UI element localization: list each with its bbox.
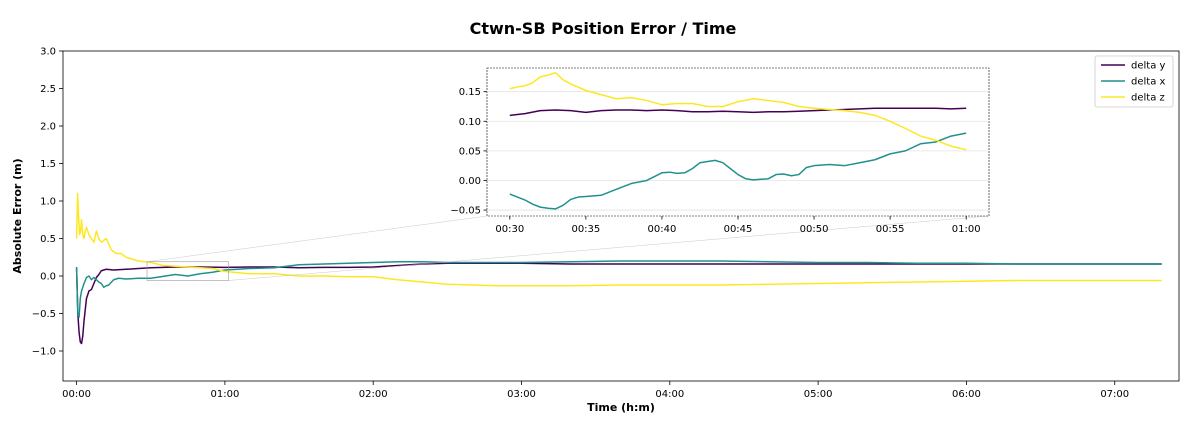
x-tick-label: 04:00 bbox=[655, 389, 684, 400]
inset-y-tick-label: 0.15 bbox=[459, 87, 481, 98]
inset-plot-area bbox=[486, 67, 990, 217]
x-tick-label: 00:00 bbox=[62, 389, 91, 400]
y-tick-label: 1.0 bbox=[40, 197, 56, 208]
zoom-connector bbox=[147, 215, 488, 262]
legend-label: delta y bbox=[1131, 61, 1166, 72]
zoom-region-box bbox=[146, 261, 229, 281]
series-line-delta-x bbox=[75, 260, 1162, 318]
x-tick-label: 06:00 bbox=[952, 389, 981, 400]
y-tick-label: 1.5 bbox=[40, 159, 56, 170]
inset: −0.05 0.00 0.05 0.10 0.15 00:30 00:35 00:40 00:4… bbox=[450, 67, 990, 235]
y-axis-label: Absolute Error (m) bbox=[11, 158, 24, 273]
inset-x-tick-label: 00:45 bbox=[724, 224, 753, 235]
y-tick-label: 0.0 bbox=[40, 272, 56, 283]
inset-y-tick-label: 0.05 bbox=[459, 146, 481, 157]
inset-y-tick-label: 0.10 bbox=[459, 117, 481, 128]
x-tick-label: 01:00 bbox=[210, 389, 239, 400]
inset-series-line-delta-y bbox=[509, 107, 967, 117]
x-tick-label: 03:00 bbox=[507, 389, 536, 400]
inset-series-line-delta-z bbox=[509, 71, 967, 151]
inset-y-tick-label: 0.00 bbox=[459, 176, 481, 187]
series-line-delta-z bbox=[75, 192, 1162, 287]
x-tick-label: 07:00 bbox=[1100, 389, 1129, 400]
inset-x-tick-label: 00:55 bbox=[876, 224, 905, 235]
inset-x-tick-label: 00:30 bbox=[495, 224, 524, 235]
y-tick-label: 2.5 bbox=[40, 84, 56, 95]
inset-y-tick-label: −0.05 bbox=[450, 206, 481, 217]
inset-x-tick-label: 00:35 bbox=[571, 224, 600, 235]
y-tick-label: 2.0 bbox=[40, 122, 56, 133]
zoom-connector bbox=[228, 215, 990, 281]
y-tick-label: 3.0 bbox=[40, 47, 56, 58]
legend: delta y delta x delta z bbox=[1094, 55, 1174, 108]
y-tick-label: −1.0 bbox=[32, 347, 56, 358]
y-tick-label: 0.5 bbox=[40, 234, 56, 245]
legend-label: delta z bbox=[1131, 93, 1165, 104]
y-tick-label: −0.5 bbox=[32, 309, 56, 320]
inset-x-tick-label: 00:40 bbox=[648, 224, 677, 235]
chart-title: Ctwn-SB Position Error / Time bbox=[470, 19, 737, 38]
legend-box bbox=[1094, 55, 1174, 108]
inset-series-line-delta-x bbox=[509, 132, 967, 210]
legend-label: delta x bbox=[1131, 77, 1166, 88]
x-axis-label: Time (h:m) bbox=[587, 401, 655, 414]
x-tick-label: 05:00 bbox=[804, 389, 833, 400]
inset-x-tick-label: 00:50 bbox=[800, 224, 829, 235]
x-tick-label: 02:00 bbox=[359, 389, 388, 400]
inset-x-tick-label: 01:00 bbox=[952, 224, 981, 235]
